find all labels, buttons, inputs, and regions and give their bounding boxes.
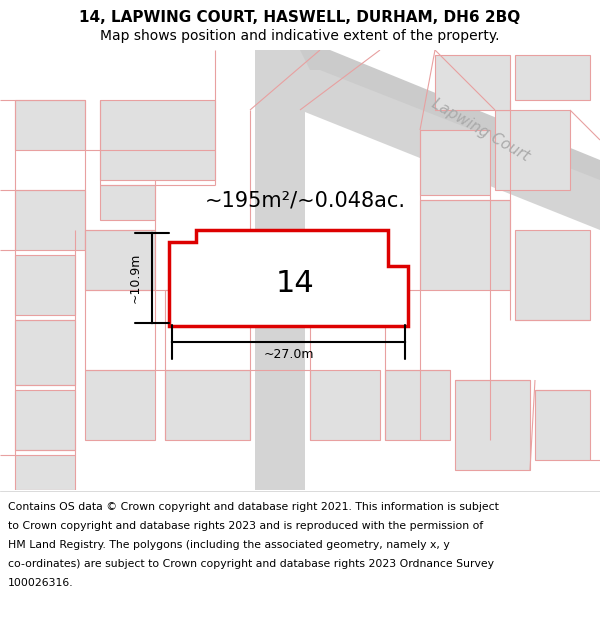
Text: 14, LAPWING COURT, HASWELL, DURHAM, DH6 2BQ: 14, LAPWING COURT, HASWELL, DURHAM, DH6 … xyxy=(79,9,521,24)
Polygon shape xyxy=(100,100,215,180)
Text: Lapwing Court: Lapwing Court xyxy=(428,96,532,164)
Polygon shape xyxy=(515,230,590,320)
Text: ~10.9m: ~10.9m xyxy=(129,253,142,303)
Polygon shape xyxy=(85,370,155,440)
Polygon shape xyxy=(255,50,305,490)
Polygon shape xyxy=(385,370,450,440)
Text: Contains OS data © Crown copyright and database right 2021. This information is : Contains OS data © Crown copyright and d… xyxy=(8,502,499,512)
Polygon shape xyxy=(420,200,510,290)
Polygon shape xyxy=(165,370,250,440)
Polygon shape xyxy=(310,370,380,440)
Polygon shape xyxy=(15,190,85,250)
Polygon shape xyxy=(435,55,510,110)
Polygon shape xyxy=(85,230,155,290)
Polygon shape xyxy=(15,455,75,490)
Polygon shape xyxy=(15,100,85,150)
Text: ~195m²/~0.048ac.: ~195m²/~0.048ac. xyxy=(205,190,406,210)
Polygon shape xyxy=(515,55,590,100)
Text: HM Land Registry. The polygons (including the associated geometry, namely x, y: HM Land Registry. The polygons (includin… xyxy=(8,540,450,550)
Polygon shape xyxy=(169,230,408,326)
Text: Map shows position and indicative extent of the property.: Map shows position and indicative extent… xyxy=(100,29,500,43)
Polygon shape xyxy=(15,320,75,385)
Text: to Crown copyright and database rights 2023 and is reproduced with the permissio: to Crown copyright and database rights 2… xyxy=(8,521,483,531)
Polygon shape xyxy=(535,390,590,460)
Polygon shape xyxy=(420,130,490,195)
Text: 100026316.: 100026316. xyxy=(8,578,74,588)
Text: 14: 14 xyxy=(275,269,314,298)
Polygon shape xyxy=(255,50,600,230)
Polygon shape xyxy=(300,50,600,180)
Polygon shape xyxy=(100,185,155,220)
Polygon shape xyxy=(455,380,530,470)
Polygon shape xyxy=(15,390,75,450)
Polygon shape xyxy=(15,255,75,315)
Polygon shape xyxy=(495,110,570,190)
Text: co-ordinates) are subject to Crown copyright and database rights 2023 Ordnance S: co-ordinates) are subject to Crown copyr… xyxy=(8,559,494,569)
Text: ~27.0m: ~27.0m xyxy=(263,348,314,361)
